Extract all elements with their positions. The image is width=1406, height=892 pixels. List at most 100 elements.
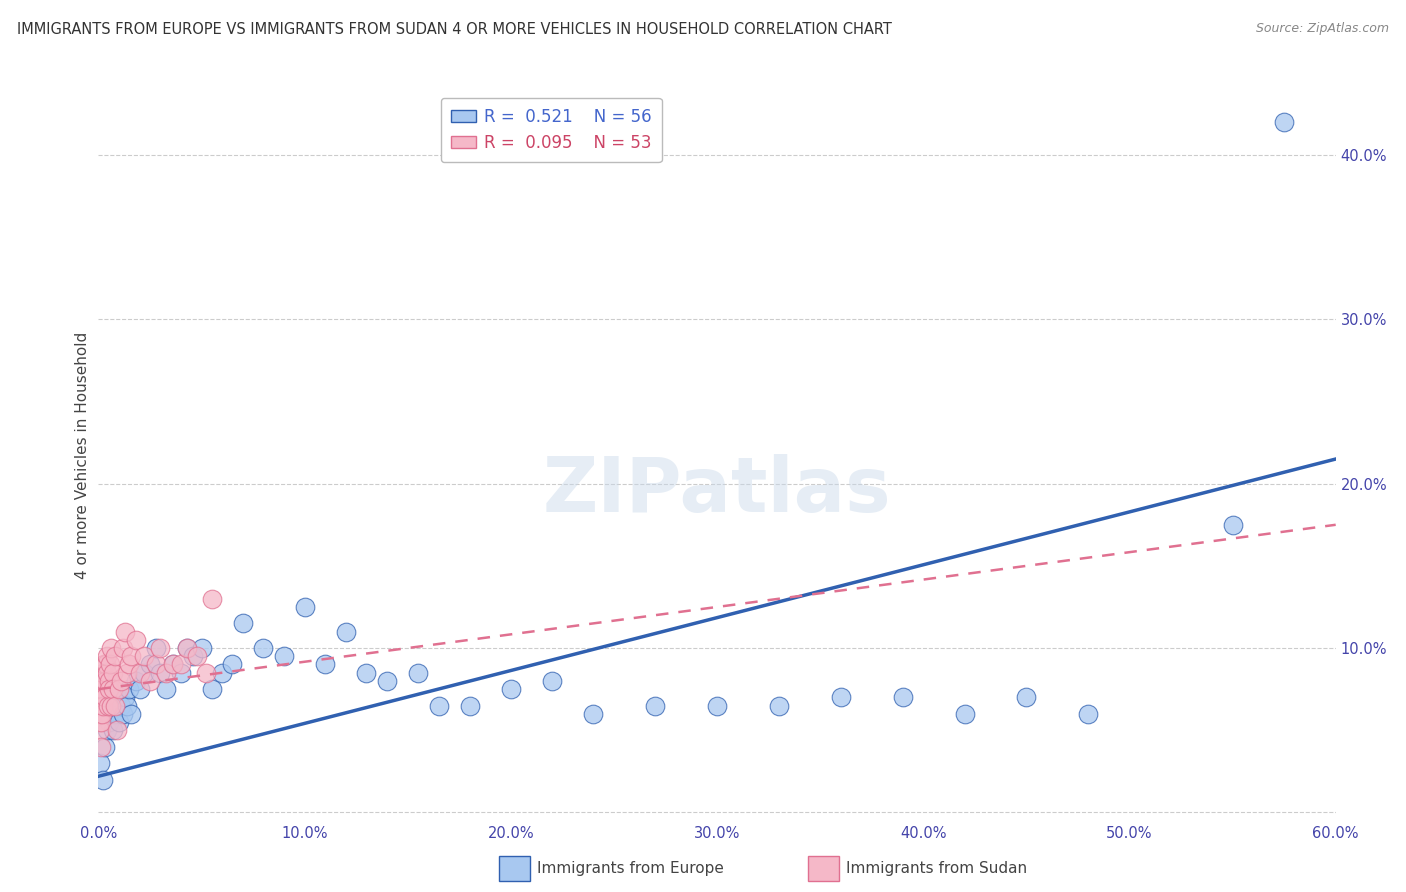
Point [145, 657, 167, 672]
Point [201, 682, 224, 697]
Text: Immigrants from Sudan: Immigrants from Sudan [846, 862, 1028, 876]
Point [114, 624, 136, 639]
Point [96, 723, 118, 738]
Point [294, 599, 316, 614]
Point [176, 641, 198, 656]
Point [89, 706, 111, 721]
Point [104, 649, 127, 664]
Point [252, 641, 274, 656]
Point [155, 682, 177, 697]
Point [375, 673, 398, 688]
Legend: R =  0.521    N = 56, R =  0.095    N = 53: R = 0.521 N = 56, R = 0.095 N = 53 [441, 97, 662, 161]
Point [91, 698, 114, 713]
Point [101, 723, 124, 738]
Point [93, 673, 115, 688]
Point [162, 657, 184, 672]
Point [118, 657, 141, 672]
Point [93, 657, 115, 672]
Point [100, 641, 122, 656]
Point [93, 690, 115, 705]
Point [87, 714, 110, 729]
Point [582, 706, 605, 721]
Point [108, 714, 131, 729]
Point [90, 682, 112, 697]
Point [89, 698, 111, 713]
Point [108, 682, 131, 697]
Point [110, 698, 132, 713]
Point [91, 772, 114, 787]
Point [104, 706, 127, 721]
Point [120, 649, 142, 664]
Point [427, 698, 450, 713]
Point [201, 591, 224, 606]
Point [132, 649, 155, 664]
Point [891, 690, 914, 705]
Point [112, 641, 135, 656]
Point [90, 706, 112, 721]
Point [1077, 706, 1099, 721]
Point [124, 673, 146, 688]
Point [89, 682, 111, 697]
Point [149, 641, 172, 656]
Point [170, 657, 193, 672]
Point [356, 665, 378, 680]
Point [181, 649, 204, 664]
Point [132, 665, 155, 680]
Point [89, 698, 111, 713]
Point [100, 698, 122, 713]
Point [110, 673, 132, 688]
Point [105, 690, 128, 705]
Point [97, 698, 120, 713]
Point [194, 665, 217, 680]
Point [458, 698, 481, 713]
Point [232, 616, 254, 631]
Point [314, 657, 336, 672]
Point [112, 706, 135, 721]
Point [105, 723, 128, 738]
Point [89, 673, 111, 688]
Point [89, 723, 111, 738]
Point [139, 673, 162, 688]
Point [170, 665, 193, 680]
Point [211, 665, 233, 680]
Point [830, 690, 852, 705]
Point [128, 665, 150, 680]
Point [118, 682, 141, 697]
Text: Source: ZipAtlas.com: Source: ZipAtlas.com [1256, 22, 1389, 36]
Text: ZIPatlas: ZIPatlas [543, 455, 891, 528]
Point [117, 665, 139, 680]
Point [96, 665, 118, 680]
Point [128, 682, 150, 697]
Point [101, 665, 124, 680]
Point [98, 657, 121, 672]
Point [499, 682, 522, 697]
Point [91, 665, 114, 680]
Point [94, 657, 117, 672]
Point [145, 641, 167, 656]
Point [186, 649, 208, 664]
Point [176, 641, 198, 656]
Point [89, 690, 111, 705]
Text: IMMIGRANTS FROM EUROPE VS IMMIGRANTS FROM SUDAN 4 OR MORE VEHICLES IN HOUSEHOLD : IMMIGRANTS FROM EUROPE VS IMMIGRANTS FRO… [17, 22, 891, 37]
Point [120, 706, 142, 721]
Point [89, 756, 111, 771]
Point [1015, 690, 1038, 705]
Y-axis label: 4 or more Vehicles in Household: 4 or more Vehicles in Household [75, 331, 90, 579]
Text: Immigrants from Europe: Immigrants from Europe [537, 862, 724, 876]
Point [155, 665, 177, 680]
Point [90, 714, 112, 729]
Point [89, 690, 111, 705]
Point [149, 665, 172, 680]
Point [541, 673, 564, 688]
Point [117, 698, 139, 713]
Point [97, 706, 120, 721]
Point [190, 641, 212, 656]
Point [90, 739, 112, 754]
Point [335, 624, 357, 639]
Point [953, 706, 976, 721]
Point [706, 698, 728, 713]
Point [406, 665, 429, 680]
Point [1222, 517, 1244, 532]
Point [273, 649, 295, 664]
Point [93, 739, 115, 754]
